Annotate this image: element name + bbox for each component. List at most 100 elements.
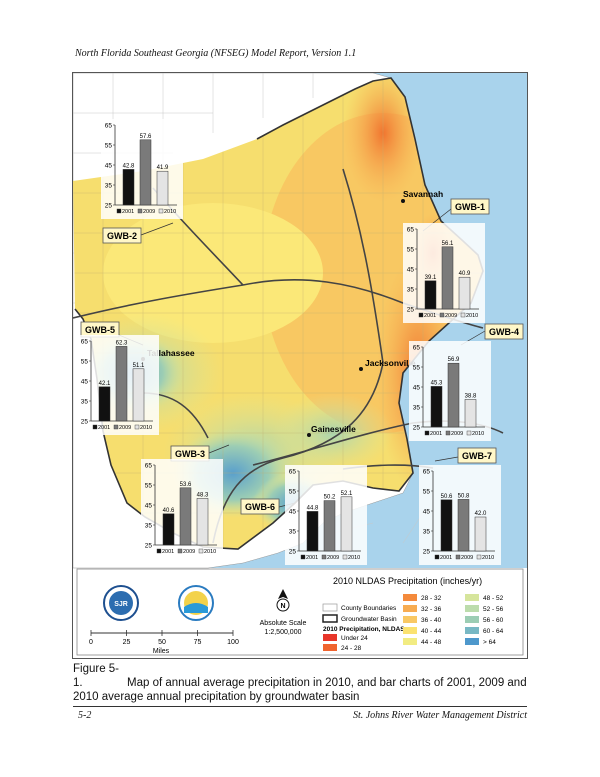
chart-bar-2001 (98, 386, 111, 422)
scale-unit: Miles (153, 648, 170, 655)
callout-gwb-4: GWB-4 (460, 323, 524, 346)
chart-y-tick-label: 45 (145, 503, 153, 510)
legend-swatch (465, 605, 479, 612)
chart-bar-2010 (458, 276, 471, 310)
legend-class-label: Under 24 (341, 635, 368, 642)
chart-legend-label: 2010 (204, 549, 216, 555)
legend-swatch (403, 627, 417, 634)
legend-basin: Groundwater Basin (341, 616, 397, 623)
chart-legend-swatch (198, 548, 204, 554)
chart-data-label: 39.1 (425, 275, 437, 281)
chart-data-label: 51.1 (133, 363, 145, 369)
scale-tick-label: 50 (158, 639, 166, 646)
chart-y-tick-label: 45 (407, 267, 415, 274)
chart-bar-2009 (457, 499, 470, 552)
srwmd-logo (178, 585, 214, 621)
chart-legend-swatch (177, 548, 183, 554)
footer-rule (73, 706, 527, 707)
legend-class-label: 32 - 36 (421, 606, 442, 613)
chart-y-tick-label: 45 (81, 379, 89, 386)
legend-class-label: 40 - 44 (421, 628, 442, 635)
chart-gwb-4: 25 35 45 55 65 45.3 56.9 38.8 2001 2009 2010 (409, 341, 491, 441)
chart-y-tick-label: 35 (407, 287, 415, 294)
chart-data-label: 40.6 (163, 508, 175, 514)
legend-class-label: 60 - 64 (483, 628, 504, 635)
chart-legend-label: 2010 (466, 313, 478, 319)
chart-y-tick-label: 55 (407, 247, 415, 254)
legend-swatch (403, 605, 417, 612)
chart-y-tick-label: 35 (413, 405, 421, 412)
chart-y-tick-label: 65 (413, 345, 421, 352)
chart-legend-swatch (116, 208, 122, 214)
chart-data-label: 50.8 (458, 493, 470, 499)
chart-legend-label: 2009 (183, 549, 195, 555)
chart-bar-2009 (323, 500, 336, 552)
callout-gwb-6: GWB-6 (240, 498, 296, 515)
chart-legend-swatch (156, 548, 162, 554)
savannah-marker (401, 199, 405, 203)
svg-text:GWB-3: GWB-3 (175, 449, 205, 459)
jacksonville-label: Jacksonville (365, 358, 416, 368)
chart-legend-swatch (434, 554, 440, 560)
chart-legend-swatch (113, 424, 119, 430)
chart-gwb-3: 25 35 45 55 65 40.6 53.6 48.3 2001 2009 2010 (141, 459, 223, 559)
legend-class-label: 44 - 48 (421, 639, 442, 646)
gainesville-label: Gainesville (311, 424, 356, 434)
chart-data-label: 62.3 (116, 340, 128, 346)
scale-tick-label: 100 (227, 639, 239, 646)
scale-tick-label: 25 (123, 639, 131, 646)
scale-tick-label: 0 (89, 639, 93, 646)
chart-y-tick-label: 45 (413, 385, 421, 392)
callout-gwb-1: GWB-1 (422, 198, 490, 232)
chart-y-tick-label: 65 (289, 469, 297, 476)
chart-legend-label: 2010 (482, 555, 494, 561)
chart-data-label: 40.9 (459, 271, 471, 277)
chart-legend-swatch (455, 554, 461, 560)
chart-y-tick-label: 65 (105, 123, 113, 130)
chart-bar-2001 (306, 511, 319, 552)
basin-bar-charts: 25 35 45 55 65 42.8 57.6 41.9 2001 2009 2010 25 35 45… (77, 119, 501, 565)
chart-y-tick-label: 45 (105, 163, 113, 170)
chart-data-label: 57.6 (140, 134, 152, 140)
chart-bar-2001 (162, 513, 175, 546)
chart-legend-swatch (466, 430, 472, 436)
chart-bar-2010 (474, 516, 487, 552)
legend-swatch (403, 616, 417, 623)
chart-bar-2010 (340, 496, 353, 552)
north-arrow: N (276, 589, 290, 612)
chart-legend-swatch (342, 554, 348, 560)
chart-legend-label: 2001 (98, 425, 110, 431)
chart-data-label: 42.1 (99, 381, 111, 387)
legend-swatch (403, 594, 417, 601)
figure-caption: Figure 5-1. Map of annual average precipi… (73, 662, 543, 704)
chart-bar-2001 (122, 169, 135, 206)
legend-class-label: 28 - 32 (421, 595, 442, 602)
legend-class-label: 52 - 56 (483, 606, 504, 613)
gainesville-marker (307, 433, 311, 437)
chart-y-tick-label: 45 (289, 509, 297, 516)
caption-text: Map of annual average precipitation in 2… (127, 677, 527, 689)
chart-y-tick-label: 25 (423, 549, 431, 556)
chart-data-label: 42.0 (475, 511, 487, 517)
chart-y-tick-label: 25 (105, 203, 113, 210)
legend-panel: SJR 0 25 50 75 100 Miles N Absolute Scale 1:… (76, 568, 524, 656)
caption-number: Figure 5-1. (73, 663, 120, 689)
callout-gwb-3: GWB-3 (170, 444, 230, 462)
legend-class-label: > 64 (483, 639, 496, 646)
chart-data-label: 56.1 (442, 241, 454, 247)
savannah-label: Savannah (403, 189, 443, 199)
chart-legend-label: 2001 (306, 555, 318, 561)
chart-bar-2009 (441, 246, 454, 310)
chart-legend-label: 2010 (164, 209, 176, 215)
chart-bar-2009 (115, 346, 128, 422)
chart-legend-label: 2010 (472, 431, 484, 437)
chart-legend-label: 2010 (140, 425, 152, 431)
chart-gwb-2: 25 35 45 55 65 42.8 57.6 41.9 2001 2009 2010 (101, 119, 183, 219)
precipitation-map: Savannah Jacksonville Tallahassee Gaines… (73, 73, 527, 656)
legend-swatch (465, 594, 479, 601)
chart-legend-swatch (476, 554, 482, 560)
report-header: North Florida Southeast Georgia (NFSEG) … (75, 48, 357, 59)
legend-class-label: 24 - 28 (341, 645, 362, 652)
legend-swatch (323, 634, 337, 641)
chart-legend-swatch (439, 312, 445, 318)
